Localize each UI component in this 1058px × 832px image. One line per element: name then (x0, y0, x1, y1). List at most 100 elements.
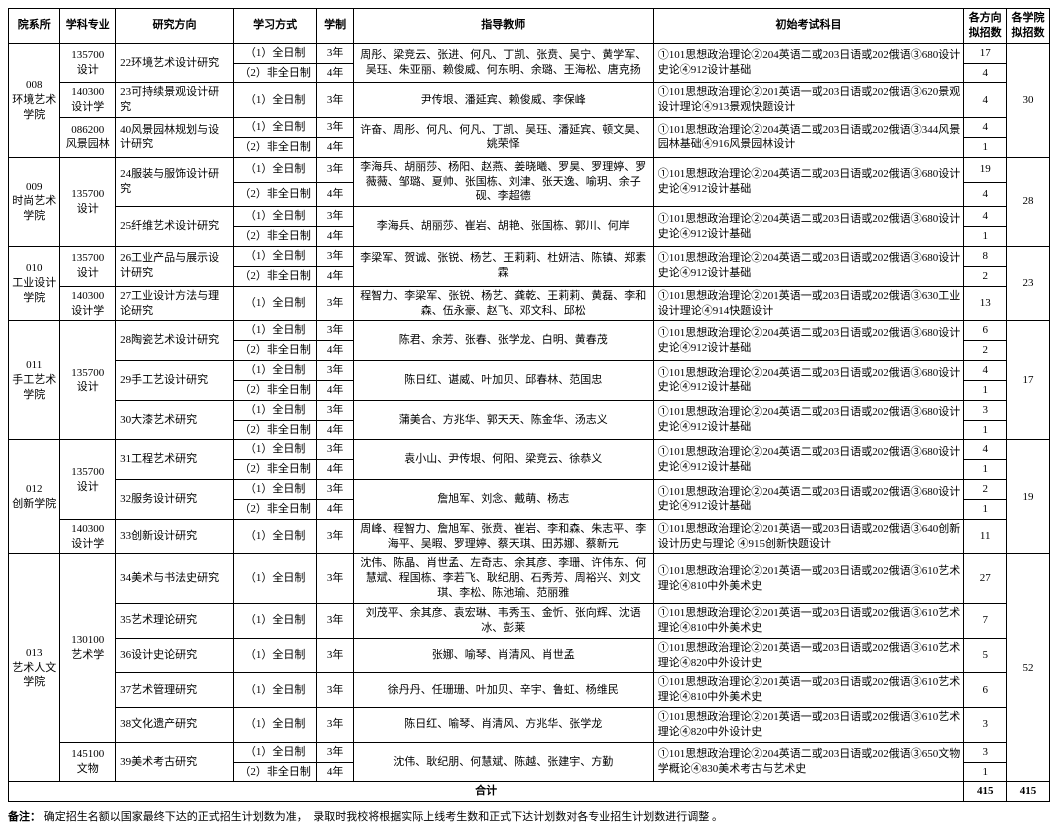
quota-dir-cell: 1 (964, 137, 1007, 157)
quota-dir-cell: 1 (964, 380, 1007, 400)
quota-dir-cell: 2 (964, 341, 1007, 361)
mode-cell: （2）非全日制 (233, 137, 317, 157)
len-cell: 3年 (317, 246, 353, 266)
direction-cell: 38文化遗产研究 (116, 708, 234, 743)
len-cell: 3年 (317, 321, 353, 341)
mode-cell: （1）全日制 (233, 708, 317, 743)
exam-cell: ①101思想政治理论②201英语一或203日语或202俄语③610艺术理论④82… (653, 638, 964, 673)
quota-dir-cell: 3 (964, 742, 1007, 762)
quota-dept-cell: 17 (1007, 321, 1050, 440)
len-cell: 4年 (317, 460, 353, 480)
table-row: 32服务设计研究（1）全日制3年詹旭军、刘念、戴萌、杨志①101思想政治理论②2… (9, 480, 1050, 500)
len-cell: 3年 (317, 480, 353, 500)
exam-cell: ①101思想政治理论②204英语二或203日语或202俄语③680设计史论④91… (653, 361, 964, 401)
footnote-text: 确定招生名额以国家最终下达的正式招生计划数为准， 录取时我校将根据实际上线考生数… (44, 811, 723, 823)
quota-dir-cell: 17 (964, 43, 1007, 63)
quota-dir-cell: 5 (964, 638, 1007, 673)
teacher-cell: 程智力、李梁军、张锐、杨艺、龚乾、王莉莉、黄磊、李和森、伍永豪、赵飞、邓文科、邱… (353, 286, 653, 321)
direction-cell: 37艺术管理研究 (116, 673, 234, 708)
len-cell: 4年 (317, 762, 353, 782)
col-mode: 学习方式 (233, 9, 317, 44)
len-cell: 3年 (317, 207, 353, 227)
len-cell: 3年 (317, 673, 353, 708)
mode-cell: （1）全日制 (233, 440, 317, 460)
len-cell: 3年 (317, 118, 353, 138)
exam-cell: ①101思想政治理论②201英语一或203日语或202俄语③610艺术理论④81… (653, 604, 964, 639)
major-cell: 140300设计学 (60, 286, 116, 321)
mode-cell: （2）非全日制 (233, 63, 317, 83)
quota-dir-cell: 1 (964, 420, 1007, 440)
len-cell: 3年 (317, 708, 353, 743)
teacher-cell: 蒲美合、方兆华、郭天天、陈金华、汤志义 (353, 400, 653, 440)
quota-dept-cell: 28 (1007, 157, 1050, 246)
len-cell: 4年 (317, 63, 353, 83)
len-cell: 3年 (317, 43, 353, 63)
len-cell: 4年 (317, 227, 353, 247)
mode-cell: （2）非全日制 (233, 227, 317, 247)
mode-cell: （2）非全日制 (233, 182, 317, 207)
teacher-cell: 陈君、余芳、张春、张学龙、白明、黄春茂 (353, 321, 653, 361)
table-row: 086200风景园林40风景园林规划与设计研究（1）全日制3年许奋、周彤、何凡、… (9, 118, 1050, 138)
mode-cell: （1）全日制 (233, 43, 317, 63)
quota-dir-cell: 4 (964, 207, 1007, 227)
teacher-cell: 李海兵、胡丽莎、崔岩、胡艳、张国栋、郭川、何岸 (353, 207, 653, 247)
mode-cell: （1）全日制 (233, 742, 317, 762)
major-cell: 086200风景园林 (60, 118, 116, 158)
table-row: 36设计史论研究（1）全日制3年张娜、喻琴、肖清风、肖世孟①101思想政治理论②… (9, 638, 1050, 673)
mode-cell: （1）全日制 (233, 157, 317, 182)
mode-cell: （1）全日制 (233, 604, 317, 639)
dept-cell: 009时尚艺术学院 (9, 157, 60, 246)
major-cell: 135700设计 (60, 43, 116, 83)
major-cell: 130100艺术学 (60, 554, 116, 742)
len-cell: 4年 (317, 341, 353, 361)
exam-cell: ①101思想政治理论②204英语二或203日语或202俄语③680设计史论④91… (653, 400, 964, 440)
len-cell: 3年 (317, 604, 353, 639)
teacher-cell: 许奋、周彤、何凡、何凡、丁凯、吴珏、潘延宾、顿文昊、姚荣怿 (353, 118, 653, 158)
footnote: 备注： 确定招生名额以国家最终下达的正式招生计划数为准， 录取时我校将根据实际上… (8, 808, 1050, 824)
quota-dir-cell: 27 (964, 554, 1007, 604)
col-q1: 各方向拟招数 (964, 9, 1007, 44)
quota-dir-cell: 3 (964, 708, 1007, 743)
dept-cell: 013艺术人文学院 (9, 554, 60, 782)
dept-cell: 012创新学院 (9, 440, 60, 554)
table-row: 012创新学院135700设计31工程艺术研究（1）全日制3年袁小山、尹传垠、何… (9, 440, 1050, 460)
table-row: 35艺术理论研究（1）全日制3年刘茂平、余其彦、袁宏琳、韦秀玉、金忻、张向辉、沈… (9, 604, 1050, 639)
direction-cell: 30大漆艺术研究 (116, 400, 234, 440)
teacher-cell: 尹传垠、潘延宾、赖俊威、李保峰 (353, 83, 653, 118)
len-cell: 3年 (317, 83, 353, 118)
exam-cell: ①101思想政治理论②201英语一或203日语或202俄语③610艺术理论④82… (653, 708, 964, 743)
mode-cell: （2）非全日制 (233, 341, 317, 361)
direction-cell: 35艺术理论研究 (116, 604, 234, 639)
quota-dept-cell: 52 (1007, 554, 1050, 782)
mode-cell: （2）非全日制 (233, 762, 317, 782)
len-cell: 4年 (317, 499, 353, 519)
mode-cell: （1）全日制 (233, 519, 317, 554)
len-cell: 4年 (317, 420, 353, 440)
teacher-cell: 周彤、梁竞云、张进、何凡、丁凯、张贲、吴宁、黄学军、吴珏、朱亚丽、赖俊威、何东明… (353, 43, 653, 83)
table-row: 140300设计学27工业设计方法与理论研究（1）全日制3年程智力、李梁军、张锐… (9, 286, 1050, 321)
mode-cell: （1）全日制 (233, 207, 317, 227)
sum-row: 合计415415 (9, 782, 1050, 802)
teacher-cell: 袁小山、尹传垠、何阳、梁竞云、徐恭义 (353, 440, 653, 480)
mode-cell: （2）非全日制 (233, 380, 317, 400)
quota-dir-cell: 4 (964, 118, 1007, 138)
table-row: 30大漆艺术研究（1）全日制3年蒲美合、方兆华、郭天天、陈金华、汤志义①101思… (9, 400, 1050, 420)
quota-dir-cell: 6 (964, 321, 1007, 341)
dept-cell: 011手工艺术学院 (9, 321, 60, 440)
col-dir: 研究方向 (116, 9, 234, 44)
mode-cell: （1）全日制 (233, 400, 317, 420)
quota-dir-cell: 4 (964, 440, 1007, 460)
teacher-cell: 徐丹丹、任珊珊、叶加贝、辛宇、鲁虹、杨维民 (353, 673, 653, 708)
len-cell: 3年 (317, 361, 353, 381)
len-cell: 3年 (317, 440, 353, 460)
quota-dir-cell: 4 (964, 83, 1007, 118)
direction-cell: 26工业产品与展示设计研究 (116, 246, 234, 286)
direction-cell: 32服务设计研究 (116, 480, 234, 520)
teacher-cell: 刘茂平、余其彦、袁宏琳、韦秀玉、金忻、张向辉、沈语冰、彭莱 (353, 604, 653, 639)
table-row: 29手工艺设计研究（1）全日制3年陈日红、谌威、叶加贝、邱春林、范国忠①101思… (9, 361, 1050, 381)
exam-cell: ①101思想政治理论②204英语二或203日语或202俄语③650文物学概论④8… (653, 742, 964, 782)
exam-cell: ①101思想政治理论②204英语二或203日语或202俄语③680设计史论④91… (653, 321, 964, 361)
teacher-cell: 沈伟、耿纪朋、何慧斌、陈越、张建宇、方勤 (353, 742, 653, 782)
mode-cell: （1）全日制 (233, 361, 317, 381)
quota-dir-cell: 1 (964, 762, 1007, 782)
